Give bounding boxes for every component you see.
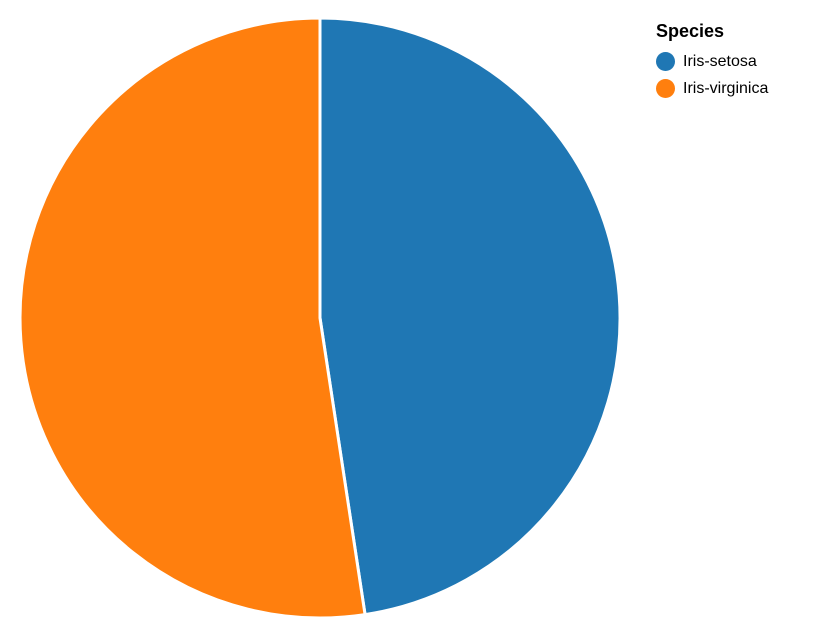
legend-label: Iris-virginica xyxy=(683,79,769,97)
legend-item-iris-setosa: Iris-setosa xyxy=(656,48,768,75)
legend-swatch xyxy=(656,52,675,71)
legend-swatch xyxy=(656,79,675,98)
legend: Species Iris-setosa Iris-virginica xyxy=(656,20,768,102)
legend-label: Iris-setosa xyxy=(683,52,757,70)
pie-slice-iris-virginica xyxy=(18,16,367,620)
legend-items: Iris-setosa Iris-virginica xyxy=(656,48,768,102)
legend-title: Species xyxy=(656,21,725,41)
legend-item-iris-virginica: Iris-virginica xyxy=(656,75,768,102)
pie-slice-iris-setosa xyxy=(318,16,622,617)
